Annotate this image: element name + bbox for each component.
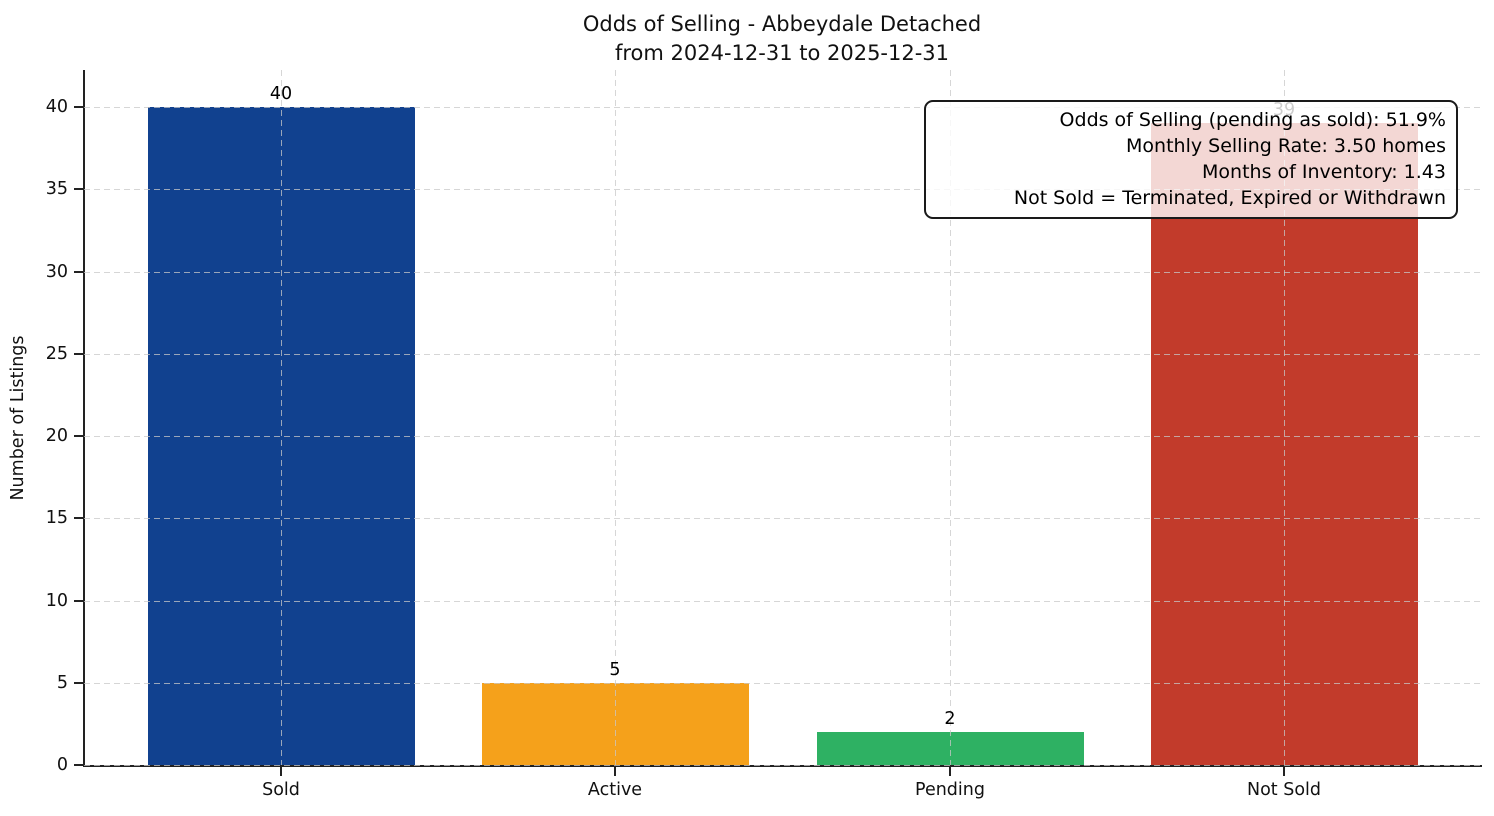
y-tick-mark-15 [74, 517, 83, 519]
y-tick-mark-5 [74, 682, 83, 684]
bar-value-label-active: 5 [609, 659, 621, 680]
h-gridline-20 [84, 436, 1481, 437]
x-tick-label-not-sold: Not Sold [1246, 780, 1322, 800]
y-tick-mark-20 [74, 435, 83, 437]
x-tick-mark-active [614, 767, 616, 776]
y-tick-label-10: 10 [45, 591, 68, 611]
v-gridline-not-sold [1284, 70, 1285, 765]
x-tick-label-active: Active [587, 780, 643, 800]
h-gridline-5 [84, 683, 1481, 684]
y-tick-label-35: 35 [45, 179, 68, 199]
x-tick-mark-pending [949, 767, 951, 776]
stats-annotation-box: Odds of Selling (pending as sold): 51.9%… [924, 100, 1458, 219]
bar-value-label-pending: 2 [944, 709, 956, 730]
chart-title-line1: Odds of Selling - Abbeydale Detached [582, 12, 982, 36]
y-axis-label: Number of Listings [8, 335, 28, 501]
y-tick-label-40: 40 [45, 97, 68, 117]
v-gridline-sold [281, 70, 282, 765]
v-gridline-active [615, 70, 616, 765]
h-gridline-30 [84, 272, 1481, 273]
y-tick-label-20: 20 [45, 426, 68, 446]
y-tick-mark-30 [74, 271, 83, 273]
y-tick-mark-40 [74, 106, 83, 108]
y-tick-label-0: 0 [56, 755, 68, 775]
x-tick-mark-sold [280, 767, 282, 776]
h-gridline-35 [84, 189, 1481, 190]
monthly-selling-rate-text: Monthly Selling Rate: 3.50 homes [1126, 135, 1446, 157]
bar-value-label-sold: 40 [269, 84, 293, 104]
y-tick-label-25: 25 [45, 344, 68, 364]
y-tick-label-15: 15 [45, 508, 68, 528]
x-tick-label-pending: Pending [915, 780, 985, 800]
v-gridline-pending [950, 70, 951, 765]
chart-title-line2: from 2024-12-31 to 2025-12-31 [614, 41, 950, 65]
h-gridline-0 [84, 765, 1481, 766]
odds-of-selling-text: Odds of Selling (pending as sold): 51.9% [1059, 109, 1446, 131]
x-axis-spine [83, 765, 1482, 767]
y-tick-mark-0 [74, 764, 83, 766]
y-tick-mark-25 [74, 353, 83, 355]
h-gridline-40 [84, 107, 1481, 108]
y-axis-spine [83, 70, 85, 767]
x-tick-mark-not-sold [1283, 767, 1285, 776]
y-tick-label-30: 30 [45, 262, 68, 282]
y-tick-mark-35 [74, 188, 83, 190]
h-gridline-25 [84, 354, 1481, 355]
not-sold-definition-text: Not Sold = Terminated, Expired or Withdr… [1013, 187, 1446, 209]
y-tick-mark-10 [74, 600, 83, 602]
months-of-inventory-text: Months of Inventory: 1.43 [1202, 161, 1446, 183]
h-gridline-10 [84, 601, 1481, 602]
h-gridline-15 [84, 518, 1481, 519]
y-tick-label-5: 5 [56, 673, 68, 693]
x-tick-label-sold: Sold [262, 780, 300, 800]
